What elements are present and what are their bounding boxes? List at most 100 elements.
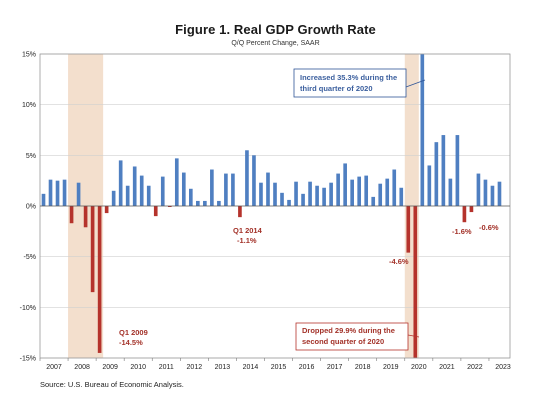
bar-2013-q3 [224, 173, 228, 206]
annotation-q1-2022-label: -1.6% [452, 227, 472, 236]
x-tick-label: 2011 [159, 364, 174, 371]
x-tick-label: 2017 [327, 364, 343, 371]
annotation-q1-2020-label: -4.6% [389, 257, 409, 266]
bar-2008-q3 [83, 206, 88, 228]
y-tick-label: 10% [22, 102, 36, 109]
bar-2010-q1 [125, 185, 130, 206]
bar-2010-q4 [146, 185, 151, 206]
bar-2020-q1 [406, 206, 411, 253]
increase-callout-line1: Increased 35.3% during the [300, 73, 397, 82]
increase-callout-line2: third quarter of 2020 [300, 84, 373, 93]
bar-2011-q4 [174, 158, 179, 206]
bar-2014-q3 [252, 155, 256, 206]
bar-2020-q4 [427, 165, 432, 206]
bar-2017-q3 [336, 173, 340, 206]
bar-2012-q4 [203, 200, 207, 206]
y-tick-label: -10% [20, 305, 36, 312]
bar-2019-q3 [392, 169, 397, 206]
axes [39, 53, 511, 359]
bar-2021-q3 [448, 178, 453, 206]
bar-2016-q2 [301, 193, 305, 206]
bar-2021-q2 [441, 135, 446, 206]
bar-2018-q2 [357, 176, 362, 206]
y-tick-label: -15% [20, 356, 36, 363]
bar-2015-q3 [280, 192, 284, 206]
annotation-q2-2022-label: -0.6% [479, 223, 499, 232]
bar-2018-q3 [364, 175, 369, 206]
bar-2009-q1 [97, 206, 102, 353]
bar-2017-q2 [329, 182, 333, 206]
bar-2012-q1 [181, 172, 186, 206]
y-tick-label: 5% [26, 153, 36, 160]
bar-2013-q1 [210, 169, 214, 206]
bar-2011-q3 [167, 206, 172, 208]
x-tick-label: 2021 [439, 364, 455, 371]
x-tick-label: 2008 [74, 364, 90, 371]
bar-2016-q4 [315, 185, 319, 206]
bar-2015-q2 [273, 182, 277, 206]
bar-2019-q4 [399, 187, 404, 206]
x-tick-label: 2020 [411, 364, 427, 371]
bar-2009-q2 [104, 206, 109, 214]
bar-2016-q1 [294, 181, 298, 206]
bar-2021-q1 [434, 142, 439, 206]
bar-2013-q2 [217, 200, 221, 206]
bar-2010-q3 [139, 175, 144, 206]
bar-2009-q3 [111, 190, 116, 206]
bar-2012-q2 [188, 188, 193, 206]
annotation-q1-2009-line1: Q1 2009 [119, 328, 148, 337]
bar-2017-q4 [343, 163, 347, 206]
bar-2018-q4 [371, 196, 376, 206]
drop-callout-pointer [407, 334, 420, 338]
bar-2014-q1 [238, 206, 242, 218]
bar-2014-q2 [245, 150, 249, 206]
bar-2017-q1 [322, 187, 326, 206]
x-tick-label: 2018 [355, 364, 371, 371]
y-tick-label: -5% [24, 254, 36, 261]
x-tick-label: 2010 [130, 364, 146, 371]
bar-2011-q1 [153, 206, 158, 217]
bar-2008-q1 [69, 206, 74, 224]
y-tick-label: 0% [26, 204, 36, 211]
bar-2023-q1 [490, 185, 495, 206]
bar-2007-q1 [41, 193, 46, 206]
bar-2008-q4 [90, 206, 95, 293]
x-tick-labels: 2007 2008 2009 2010 2011 2012 2013 2014 2015 2016… [39, 358, 511, 371]
bar-2007-q2 [48, 179, 53, 206]
x-tick-label: 2012 [187, 364, 203, 371]
bar-2021-q4 [455, 135, 460, 206]
bar-2020-q3 [420, 54, 425, 206]
source-note: Source: U.S. Bureau of Economic Analysis… [40, 380, 184, 389]
y-tick-labels: 15% 10% 5% 0% -5% -10% -15% [20, 52, 36, 363]
bar-2007-q4 [62, 179, 67, 206]
chart-subtitle: Q/Q Percent Change, SAAR [231, 40, 320, 47]
annotation-q1-2009-line2: -14.5% [119, 338, 143, 347]
bar-2015-q4 [287, 199, 291, 206]
bar-2022-q1 [462, 206, 467, 223]
bar-2019-q1 [378, 183, 383, 206]
bar-2013-q4 [231, 173, 235, 206]
x-tick-label: 2019 [383, 364, 399, 371]
bar-2022-q3 [476, 173, 481, 206]
x-tick-label: 2014 [243, 364, 259, 371]
bar-2023-q2 [497, 181, 502, 206]
chart-title: Figure 1. Real GDP Growth Rate [175, 22, 376, 37]
x-tick-label: 2009 [102, 364, 118, 371]
bar-2022-q2 [469, 206, 474, 213]
x-tick-label: 2023 [495, 364, 511, 371]
drop-callout-line2: second quarter of 2020 [302, 337, 384, 346]
bar-2015-q1 [266, 172, 270, 206]
increase-callout-box [293, 68, 407, 98]
x-tick-label: 2015 [271, 364, 287, 371]
annotation-q1-2014-line1: Q1 2014 [233, 226, 263, 235]
annotation-q1-2014-line2: -1.1% [237, 236, 257, 245]
bar-2008-q2 [76, 182, 81, 206]
x-tick-label: 2007 [46, 364, 62, 371]
drop-callout-box [295, 322, 409, 351]
bar-2009-q4 [118, 160, 123, 206]
bar-2010-q2 [132, 166, 137, 206]
bar-2011-q2 [160, 176, 165, 206]
bar-2018-q1 [350, 179, 354, 206]
